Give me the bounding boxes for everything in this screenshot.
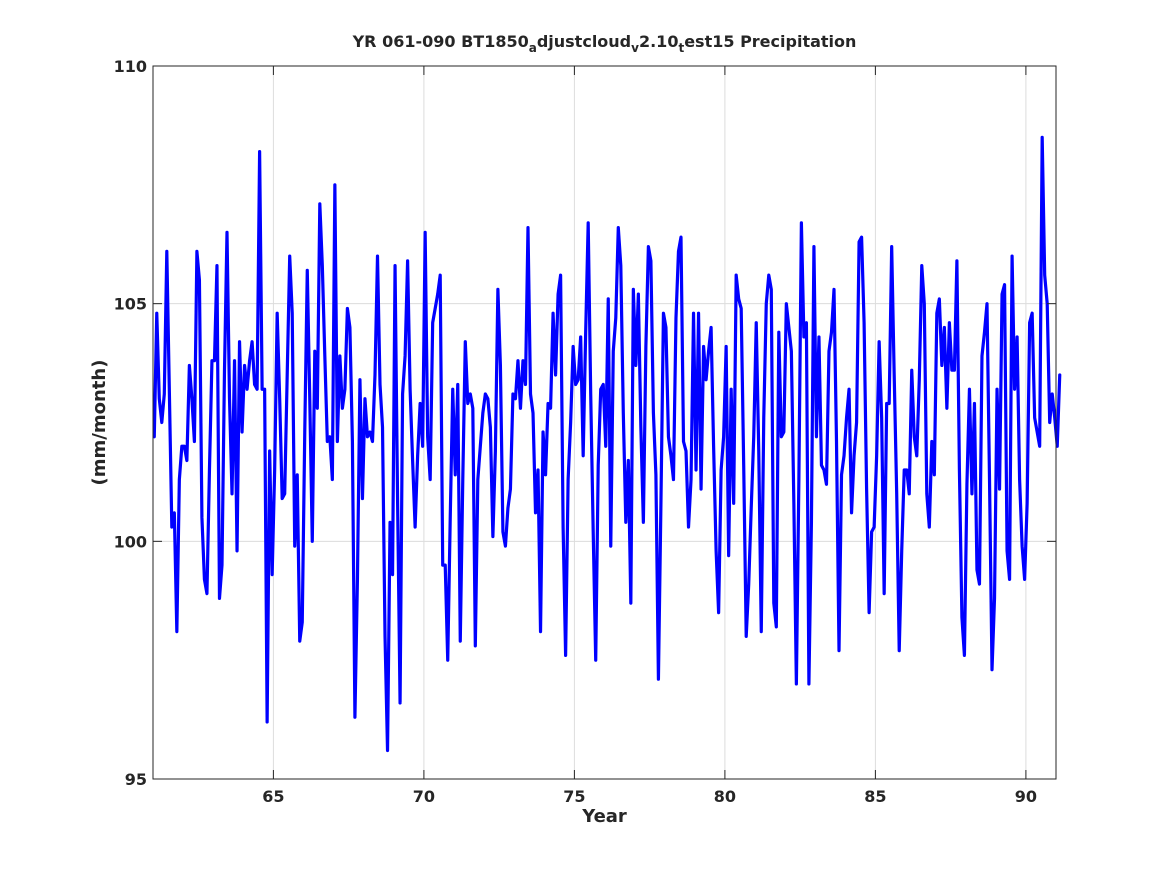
title-segment: 2.10 bbox=[639, 32, 678, 51]
title-segment: est15 Precipitation bbox=[684, 32, 856, 51]
title-subscript: t bbox=[678, 41, 684, 55]
title-segment: djustcloud bbox=[537, 32, 631, 51]
title-subscript: a bbox=[529, 41, 537, 55]
x-tick-label: 65 bbox=[262, 787, 284, 806]
y-tick-label: 95 bbox=[125, 770, 147, 789]
chart-title: YR 061-090 BT1850adjustcloudv2.10test15 … bbox=[352, 32, 857, 55]
title-segment: YR 061-090 BT1850 bbox=[352, 32, 529, 51]
series-group bbox=[152, 135, 1062, 753]
series-line bbox=[152, 135, 1062, 753]
y-tick-label: 100 bbox=[114, 532, 147, 551]
y-axis-label: (mm/month) bbox=[89, 360, 110, 486]
y-tick-label: 105 bbox=[114, 295, 147, 314]
x-tick-label: 70 bbox=[413, 787, 435, 806]
y-tick-label: 110 bbox=[114, 57, 147, 76]
x-tick-label: 85 bbox=[864, 787, 886, 806]
title-subscript: v bbox=[631, 41, 639, 55]
x-tick-label: 80 bbox=[714, 787, 736, 806]
x-tick-label: 75 bbox=[563, 787, 585, 806]
axis-ticks: 65 70 75 80 85 90 95 100 105 110 bbox=[114, 57, 1056, 806]
x-axis-label: Year bbox=[581, 806, 627, 827]
x-tick-label: 90 bbox=[1015, 787, 1037, 806]
plot-frame bbox=[152, 65, 1057, 780]
